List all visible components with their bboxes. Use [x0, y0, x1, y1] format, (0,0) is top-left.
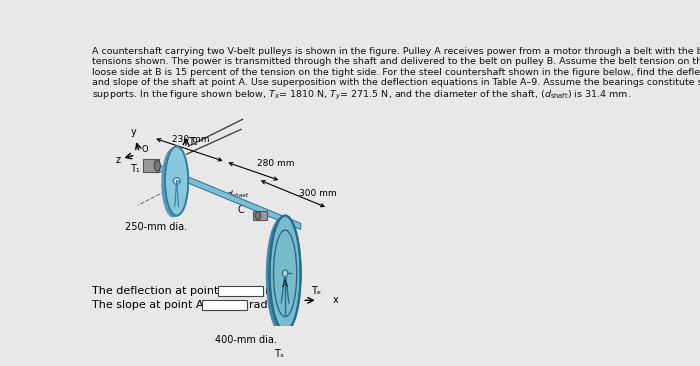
Ellipse shape — [270, 216, 300, 331]
Polygon shape — [153, 163, 300, 229]
Ellipse shape — [270, 216, 300, 331]
Text: T₂: T₂ — [188, 137, 198, 147]
Text: mm.: mm. — [265, 287, 290, 296]
Text: 400-mm dia.: 400-mm dia. — [216, 335, 277, 345]
Ellipse shape — [164, 147, 187, 216]
Ellipse shape — [162, 147, 186, 217]
Text: y: y — [131, 127, 137, 137]
Text: 300 mm: 300 mm — [299, 189, 337, 198]
Text: Tₓ: Tₓ — [274, 349, 284, 359]
Text: z: z — [116, 155, 120, 165]
Text: 230 mm: 230 mm — [172, 135, 210, 143]
Text: tensions shown. The power is transmitted through the shaft and delivered to the : tensions shown. The power is transmitted… — [92, 57, 700, 66]
Text: and slope of the shaft at point A. Use superposition with the deflection equatio: and slope of the shaft at point A. Use s… — [92, 78, 700, 87]
Text: dₛₕₐₑₜ: dₛₕₐₑₜ — [227, 190, 250, 199]
Ellipse shape — [162, 148, 186, 217]
Bar — [218, 286, 262, 296]
Ellipse shape — [164, 147, 188, 216]
Ellipse shape — [267, 217, 298, 332]
Text: A: A — [282, 280, 288, 288]
Text: x: x — [333, 295, 339, 305]
Text: A countershaft carrying two V-belt pulleys is shown in the figure. Pulley A rece: A countershaft carrying two V-belt pulle… — [92, 47, 700, 56]
Ellipse shape — [268, 216, 299, 332]
Ellipse shape — [267, 217, 298, 332]
Text: 250-mm dia.: 250-mm dia. — [125, 222, 187, 232]
Ellipse shape — [267, 217, 298, 333]
Ellipse shape — [282, 270, 288, 277]
Text: Tₑ: Tₑ — [312, 287, 321, 296]
Ellipse shape — [256, 212, 260, 220]
Polygon shape — [253, 211, 267, 220]
Ellipse shape — [269, 216, 300, 332]
Text: O: O — [141, 145, 148, 154]
Ellipse shape — [163, 147, 186, 217]
Ellipse shape — [173, 178, 180, 184]
Text: The slope at point A is: The slope at point A is — [92, 300, 216, 310]
Text: The deflection at point A is: The deflection at point A is — [92, 287, 242, 296]
Ellipse shape — [269, 216, 300, 332]
Ellipse shape — [266, 217, 297, 333]
Ellipse shape — [266, 217, 297, 333]
Ellipse shape — [162, 148, 185, 217]
Ellipse shape — [164, 146, 188, 216]
Ellipse shape — [154, 160, 160, 171]
Text: loose side at B is 15 percent of the tension on the tight side. For the steel co: loose side at B is 15 percent of the ten… — [92, 68, 700, 77]
Polygon shape — [144, 160, 159, 172]
Bar — [202, 299, 247, 310]
Ellipse shape — [165, 146, 188, 216]
Ellipse shape — [267, 217, 299, 332]
Ellipse shape — [161, 148, 185, 217]
Text: rad.: rad. — [249, 300, 272, 310]
Text: T₁: T₁ — [130, 164, 140, 175]
Text: supports. In the figure shown below, $T_x$= 1810 N, $T_y$= 271.5 N, and the diam: supports. In the figure shown below, $T_… — [92, 89, 631, 102]
Text: C: C — [237, 205, 244, 215]
Text: 280 mm: 280 mm — [257, 158, 295, 168]
